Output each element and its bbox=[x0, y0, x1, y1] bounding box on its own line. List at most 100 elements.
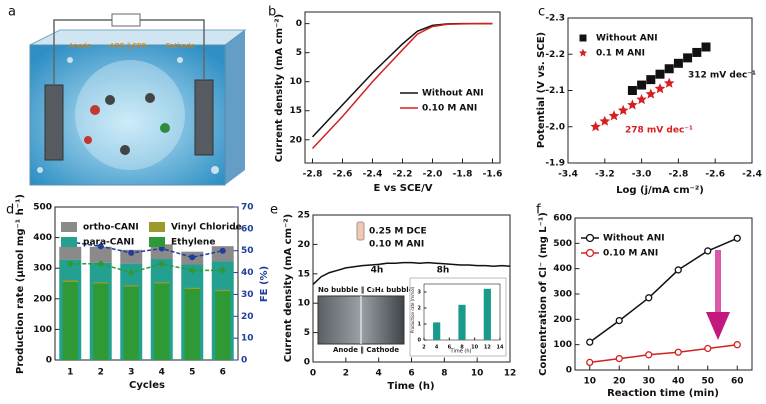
y-axis-label: Concentration of Cl⁻ (mg L⁻¹) bbox=[538, 212, 549, 376]
marker bbox=[97, 260, 105, 268]
marker bbox=[645, 351, 653, 359]
panel-label: c bbox=[538, 5, 545, 20]
legend-label: Without ANI bbox=[422, 89, 484, 99]
marker bbox=[158, 245, 165, 252]
panel-label: a bbox=[8, 5, 16, 20]
y-tick-label: 5 bbox=[296, 48, 302, 58]
legend-swatch bbox=[61, 222, 77, 232]
bar bbox=[93, 282, 109, 284]
bar bbox=[59, 246, 82, 260]
x-tick-label: 6 bbox=[220, 368, 226, 378]
series-line bbox=[70, 241, 223, 259]
marker bbox=[590, 121, 601, 132]
legend-swatch bbox=[149, 237, 165, 247]
legend-label: 0.10 M ANI bbox=[603, 249, 658, 259]
x-tick-label: 50 bbox=[701, 377, 714, 387]
x-tick-label: 0 bbox=[310, 369, 316, 379]
bar bbox=[433, 322, 441, 340]
x-tick-label: -2.8 bbox=[303, 170, 323, 180]
bar bbox=[215, 289, 231, 292]
electrode-label: Cathode bbox=[165, 42, 194, 50]
y-axis-label: Current density (mA cm⁻²) bbox=[283, 214, 294, 363]
y2-axis-label: FE (%) bbox=[259, 266, 270, 302]
marker bbox=[645, 88, 657, 99]
bar bbox=[123, 285, 139, 287]
photo-label: Anode ‖ Cathode bbox=[333, 346, 399, 355]
marker bbox=[654, 83, 666, 94]
y2-tick-label: 70 bbox=[241, 203, 254, 213]
y2-tick-label: 10 bbox=[241, 334, 254, 344]
y2-tick-label: 50 bbox=[241, 246, 254, 256]
y-axis-label: Potential (V vs. SCE) bbox=[536, 32, 547, 148]
x-tick-label: 14 bbox=[497, 345, 504, 351]
y-tick-label: 300 bbox=[33, 264, 52, 274]
x-tick-label: 2 bbox=[343, 369, 349, 379]
x-tick-label: 40 bbox=[672, 377, 685, 387]
y-tick-label: -1.9 bbox=[545, 159, 565, 169]
marker bbox=[128, 249, 135, 256]
y-tick-label: 15 bbox=[297, 269, 310, 279]
legend-label: Without ANI bbox=[596, 34, 658, 44]
x-tick-label: 5 bbox=[189, 368, 195, 378]
y-tick-label: 2 bbox=[418, 306, 422, 312]
legend-swatch bbox=[149, 222, 165, 232]
bar bbox=[150, 244, 173, 260]
y-axis-label: Current density (mA cm⁻²) bbox=[274, 14, 285, 163]
annotation: 0.25 M DCE bbox=[369, 227, 427, 237]
marker bbox=[655, 69, 665, 79]
marker bbox=[627, 99, 638, 110]
x-axis-label: Cycles bbox=[129, 380, 165, 391]
illustration: a Anode AOR ‖ EER Cathode bbox=[8, 5, 247, 186]
marker bbox=[586, 338, 594, 346]
marker bbox=[636, 94, 647, 105]
y-tick-label: 200 bbox=[33, 294, 52, 304]
marker bbox=[673, 58, 683, 68]
y-tick-label: 10 bbox=[289, 77, 302, 87]
marker bbox=[701, 42, 711, 52]
y-tick-label: 0 bbox=[304, 358, 310, 368]
y-tick-label: -2.2 bbox=[545, 50, 565, 60]
bar bbox=[62, 280, 78, 282]
reaction-label: AOR ‖ EER bbox=[110, 42, 147, 50]
annotation: 278 mV dec⁻¹ bbox=[625, 126, 693, 136]
legend-label: ortho-CANI bbox=[83, 223, 139, 233]
y-tick-label: 100 bbox=[553, 340, 572, 350]
marker bbox=[585, 233, 595, 243]
x-tick-label: 20 bbox=[613, 377, 626, 387]
y-tick-label: 3 bbox=[418, 290, 422, 296]
y-tick-label: 25 bbox=[297, 211, 310, 221]
y-tick-label: 100 bbox=[33, 325, 52, 335]
photo-label: No bubble ‖ C₂H₄ bubble bbox=[318, 286, 414, 295]
bar bbox=[211, 246, 234, 262]
marker bbox=[704, 247, 712, 255]
plot-frame bbox=[304, 11, 501, 164]
y-tick-label: 400 bbox=[33, 233, 52, 243]
marker bbox=[158, 260, 166, 268]
x-tick-label: 6 bbox=[448, 345, 452, 351]
marker bbox=[585, 248, 595, 258]
electrode-label: Anode bbox=[69, 42, 91, 50]
legend-label: 0.1 M ANI bbox=[596, 49, 645, 59]
panel-label: f bbox=[536, 203, 541, 218]
marker bbox=[683, 53, 693, 63]
panel-label: e bbox=[270, 203, 278, 218]
series-line bbox=[70, 263, 223, 274]
x-tick-label: -1.6 bbox=[483, 170, 503, 180]
bar bbox=[123, 286, 139, 360]
marker bbox=[645, 294, 653, 302]
y2-tick-label: 40 bbox=[241, 268, 254, 278]
x-tick-label: 1 bbox=[67, 368, 73, 378]
y-tick-label: 15 bbox=[289, 106, 302, 116]
marker bbox=[586, 358, 594, 367]
marker bbox=[219, 247, 226, 254]
marker bbox=[579, 34, 587, 42]
y-tick-label: 1 bbox=[418, 322, 422, 328]
y-tick-label: 0 bbox=[566, 366, 572, 376]
panel-label: d bbox=[6, 203, 14, 218]
x-tick-label: 30 bbox=[642, 377, 655, 387]
marker bbox=[66, 260, 74, 268]
marker bbox=[617, 104, 629, 115]
x-tick-label: 2 bbox=[98, 368, 104, 378]
marker bbox=[578, 48, 588, 57]
